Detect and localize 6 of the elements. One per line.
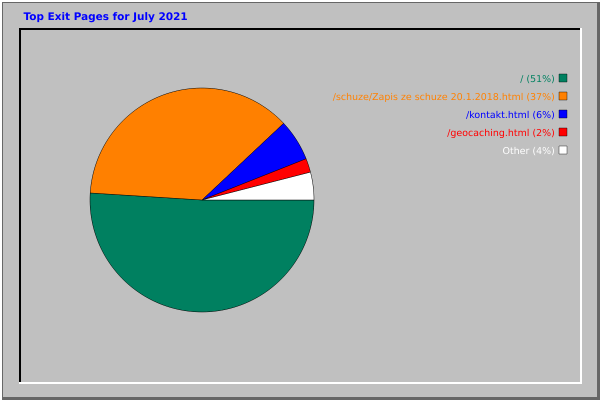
legend-label: Other (4%) [503,146,554,156]
chart-title: Top Exit Pages for July 2021 [24,12,187,22]
legend-label: /schuze/Zapis ze schuze 20.1.2018.html (37%) [332,92,554,102]
legend-label: /geocaching.html (2%) [447,128,554,138]
legend-label: / (51%) [520,74,554,84]
legend-label: /kontakt.html (6%) [466,110,554,120]
